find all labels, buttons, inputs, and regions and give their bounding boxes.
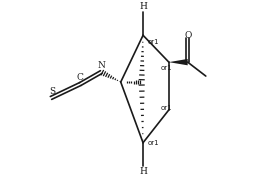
Text: O: O bbox=[185, 31, 192, 40]
Text: H: H bbox=[139, 2, 147, 12]
Text: N: N bbox=[97, 61, 105, 70]
Text: or1: or1 bbox=[161, 65, 172, 71]
Text: C: C bbox=[77, 73, 84, 82]
Text: or1: or1 bbox=[147, 140, 159, 146]
Text: or1: or1 bbox=[161, 105, 172, 111]
Text: or1: or1 bbox=[147, 39, 159, 45]
Polygon shape bbox=[169, 59, 188, 65]
Text: H: H bbox=[139, 166, 147, 176]
Text: S: S bbox=[49, 87, 55, 96]
